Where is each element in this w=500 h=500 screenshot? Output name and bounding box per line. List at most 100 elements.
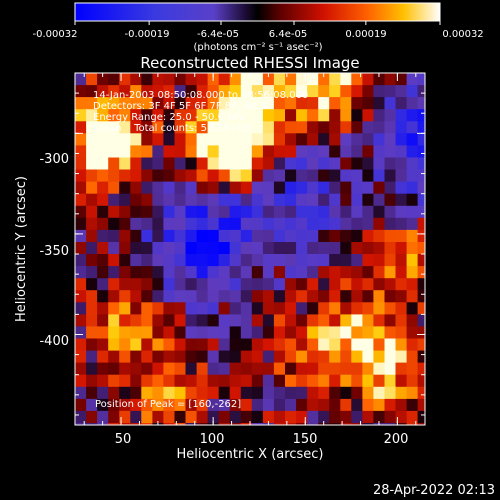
heatmap-cell [296,266,308,279]
heatmap-cell [296,290,308,303]
heatmap-cell [86,435,98,448]
heatmap-cell [273,193,286,207]
timestamp: 28-Apr-2022 02:13 [373,483,495,498]
heatmap-cell [362,338,375,352]
heatmap-cell [273,217,286,231]
heatmap-cell [141,350,153,364]
heatmap-cell [119,85,131,98]
heatmap-cell [429,109,441,122]
heatmap-cell [395,410,408,424]
heatmap-cell [163,205,176,219]
colorbar-tick-label: -0.00019 [125,29,170,40]
heatmap-cell [130,314,142,328]
heatmap-cell [318,290,330,303]
heatmap-cell [417,254,425,267]
heatmap-cell [185,169,198,183]
heatmap-cell [86,386,98,400]
heatmap-cell [196,290,209,303]
heatmap-cell [417,109,425,122]
heatmap-cell [384,73,397,86]
heatmap-cell [174,398,187,412]
heatmap-cell [251,145,264,159]
heatmap-cell [273,410,286,424]
heatmap-cell [251,374,264,388]
heatmap-cell [75,362,87,376]
heatmap-cell [273,278,286,291]
heatmap-cell [119,314,131,328]
heatmap-cell [251,326,264,340]
heatmap-cell [185,338,198,352]
heatmap-cell [417,350,425,364]
heatmap-cell [207,181,220,195]
heatmap-cell [108,266,120,279]
heatmap-cell [75,290,87,303]
heatmap-cell [395,157,408,171]
heatmap-cell [119,169,131,183]
heatmap-cell [373,109,386,122]
heatmap-cell [395,97,408,110]
heatmap-cell [218,314,231,328]
heatmap-cell [130,109,142,122]
heatmap-cell [362,145,375,159]
heatmap-cell [340,217,352,231]
heatmap-cell [318,85,330,98]
heatmap-cell [86,266,98,279]
heatmap-cell [119,350,131,364]
heatmap-cell [285,121,297,134]
heatmap-cell [262,181,275,195]
heatmap-cell [75,145,87,159]
heatmap-cell [406,410,419,424]
colorbar-tick-label: 0.00032 [442,29,483,40]
heatmap-cell [384,374,397,388]
colorbar-ticks [74,21,441,25]
heatmap-cell [108,362,120,376]
heatmap-cell [417,290,425,303]
heatmap-cell [429,73,441,86]
heatmap-cell [196,242,209,255]
heatmap-cell [196,254,209,267]
heatmap-cell [362,229,375,243]
heatmap-cell [273,423,286,425]
annotation-time: 14-Jan-2003 08:50:08.000 to 08:56:08.000 [93,90,308,101]
heatmap-cell [185,254,198,267]
heatmap-cell [262,229,275,243]
heatmap-cell [395,374,408,388]
heatmap-cell [141,362,153,376]
heatmap-cell [318,193,330,207]
heatmap-cell [262,157,275,171]
heatmap-cell [86,410,98,424]
heatmap-cell [196,109,209,122]
heatmap-cell [329,314,341,328]
heatmap-cell [130,278,142,291]
heatmap-cell [417,181,425,195]
heatmap-cell [429,170,441,183]
heatmap-cell [152,338,165,352]
heatmap-cell [119,73,131,86]
heatmap-cell [229,266,242,279]
heatmap-cell [251,109,264,122]
heatmap-cell [329,193,341,207]
heatmap-cell [207,133,220,146]
heatmap-cell [384,109,397,122]
heatmap-cell [119,290,131,303]
heatmap-cell [108,73,120,86]
heatmap-cell [384,362,397,376]
heatmap-cell [251,410,264,424]
heatmap-cell [384,266,397,279]
heatmap-cell [218,423,231,425]
heatmap-cell [285,73,297,86]
heatmap-cell [395,121,408,134]
heatmap-cell [119,97,131,110]
heatmap-cell [307,242,319,255]
heatmap-cell [384,181,397,195]
heatmap-cell [130,205,142,219]
heatmap-cell [318,97,330,110]
heatmap-cell [307,266,319,279]
heatmap-cell [340,133,352,146]
heatmap-cell [262,302,275,315]
annotation-clean: Clean Total counts: 5.52E+03 [93,123,250,134]
heatmap-cell [185,386,198,400]
heatmap-cell [362,109,375,122]
heatmap-cell [152,278,165,291]
heatmap-cell [395,85,408,98]
